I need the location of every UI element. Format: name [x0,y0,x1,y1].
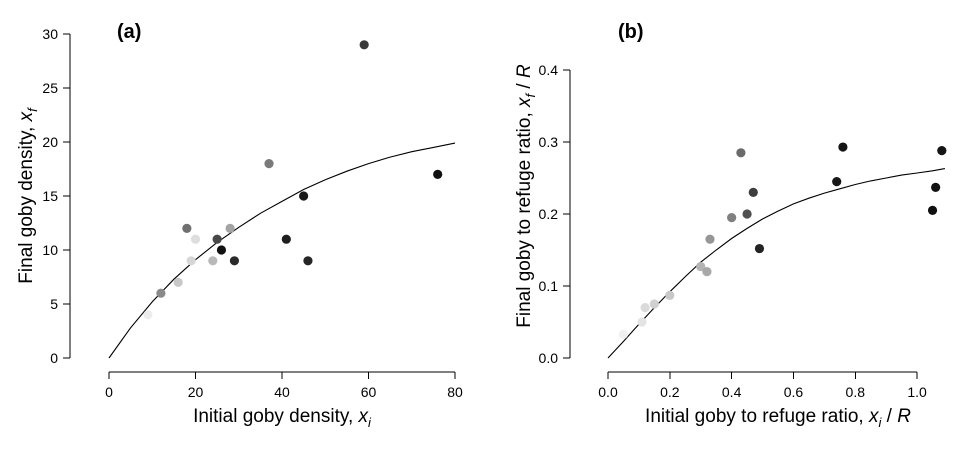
panel-b-x-tick-label: 0.0 [598,384,618,400]
panel-a-data-point [186,256,196,266]
panel-a-data-point [208,256,218,266]
panel-b-x-tick-label: 0.2 [660,384,680,400]
panel-b-y-tick-label: 0.0 [539,350,559,366]
panel-b-x-axis-label-denom: R [897,406,911,427]
panel-a-data-point [173,277,183,287]
panel-b-y-axis-label-text: Final goby to refuge ratio, [514,107,535,328]
panel-b-data-point [702,267,712,277]
panel-a: 0 20 40 60 80 0 5 10 15 20 25 30 (a) Initial goby den… [16,21,463,430]
panel-b-y-axis-label-var: x [514,96,535,108]
panel-b-data-point [832,177,842,187]
panel-a-data-point [264,159,274,169]
panel-b-data-point [931,182,941,192]
panel-b-data-point [754,243,765,254]
panel-a-data-point [281,234,291,244]
panel-a-y-axis-label-var: x [16,110,37,122]
panel-a-y-axis-label: Final goby density, xf [16,107,40,284]
panel-a-data-point [156,288,166,298]
panel-b-x-axis-label-var: x [868,406,880,427]
panel-a-y-tick-label: 20 [42,134,58,150]
panel-b-data-point [637,317,647,327]
panel-b-data-point [727,213,737,223]
panel-b-y-axis-label-denom: R [514,64,535,78]
panel-b-y-tick-label: 0.3 [539,134,559,150]
panel-b-x-axis-label-slash: / [881,406,897,427]
panel-b-fit-curve [607,168,945,359]
panel-a-y-tick-label: 0 [50,350,58,366]
panel-b-data-point [640,303,650,313]
panel-b-data-point [748,187,758,197]
panel-b-y-axis-label-slash: / [514,78,535,94]
panel-a-x-tick-label: 0 [105,384,113,400]
panel-a-data-point [182,223,192,233]
panel-a-y-axis-label-text: Final goby density, [16,121,37,283]
panel-b-x-tick-label: 0.8 [846,384,866,400]
panel-b-x-tick-label: 0.6 [784,384,804,400]
panel-b-x-tick-label: 0.4 [722,384,742,400]
panel-b-data-point [736,148,746,158]
panel-a-label: (a) [117,21,141,43]
panel-b-data-point [742,209,752,219]
panel-b-y-tick-label: 0.2 [539,206,559,222]
panel-b-x-axis-label-sub: i [878,415,882,430]
panel-b-y-tick-label: 0.1 [539,278,559,294]
panel-b-y-tick-label: 0.4 [539,62,559,78]
panel-a-x-tick-label: 40 [274,384,290,400]
panel-b-label: (b) [618,21,644,43]
panel-a-data-point [229,256,240,266]
panel-a-data-point [433,169,443,179]
panel-b-y-axis-label: Final goby to refuge ratio, xf / R [514,64,538,328]
panel-a-data-point [225,223,235,233]
panel-a-y-tick-label: 10 [42,242,58,258]
panel-a-fit-curve [108,142,456,359]
panel-b-data-point [649,299,659,309]
panel-b-data-point [696,261,706,272]
panel-b-data-point [665,290,675,300]
panel-a-data-point [190,234,201,244]
panel-b-x-axis-label: Initial goby to refuge ratio, xi / R [645,406,911,430]
panel-a-y-tick-label: 15 [42,188,58,204]
panel-b: 0.0 0.2 0.4 0.6 0.8 1.0 0.0 0.1 0.2 0.3 0.4 (b) Init… [514,21,947,430]
panel-a-y-tick-label: 30 [42,26,58,42]
panel-a-data-point [299,191,309,201]
panel-a-x-axis-label-sub: i [368,415,372,430]
panel-b-x-tick-label: 1.0 [907,384,927,400]
panel-a-data-point [143,310,153,320]
panel-a-data-point [303,256,313,266]
panel-a-x-tick-label: 80 [447,384,463,400]
panel-b-data-point [838,142,848,152]
panel-a-y-tick-label: 5 [50,296,58,312]
panel-a-x-tick-label: 20 [188,384,204,400]
panel-a-x-tick-label: 60 [361,384,377,400]
panel-b-data-point [705,234,715,244]
panel-b-data-point [927,205,938,215]
panel-a-x-axis-label-text: Initial goby density, [193,406,358,427]
panel-a-data-point [216,245,227,255]
panel-a-data-point [359,40,369,50]
panel-a-y-tick-label: 25 [42,80,58,96]
panel-b-data-point [618,329,629,339]
panel-a-x-axis-label: Initial goby density, xi [193,406,372,430]
panel-a-data-point [212,234,222,244]
panel-a-y-axis-label-sub: f [25,107,40,112]
panel-b-x-axis-label-text: Initial goby to refuge ratio, [645,406,869,427]
panel-b-y-axis-label-sub: f [523,92,538,97]
panel-b-data-point [937,146,947,156]
panel-a-x-axis-label-var: x [358,406,370,427]
